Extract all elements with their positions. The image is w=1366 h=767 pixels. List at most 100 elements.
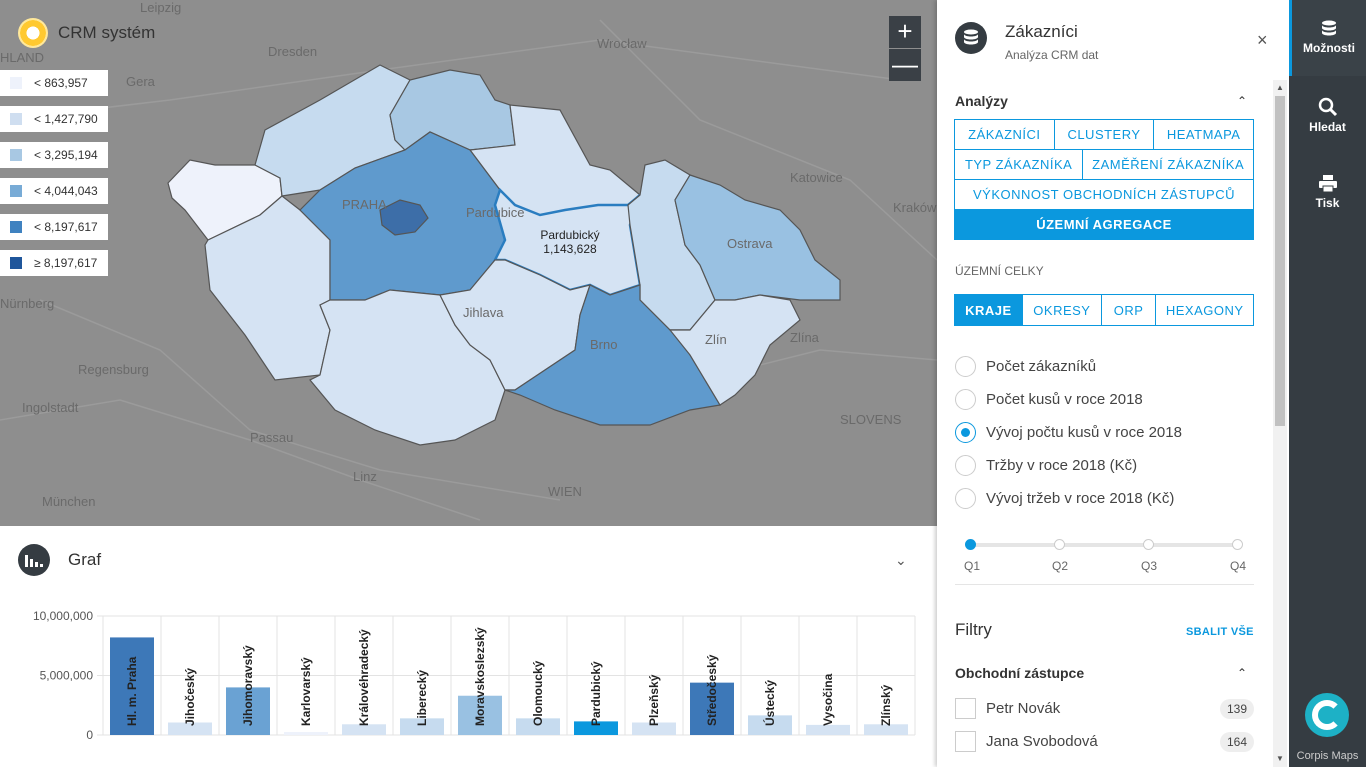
scrollbar-thumb[interactable] — [1275, 96, 1285, 426]
category-label: Moravskoslezský — [473, 627, 487, 726]
map-label: Dresden — [268, 44, 318, 59]
nav-options[interactable]: Možnosti — [1289, 0, 1366, 76]
sales-rep-header[interactable]: Obchodní zástupce — [955, 665, 1085, 681]
bar[interactable] — [458, 695, 502, 735]
region-jihocesky — [309, 289, 506, 446]
map-label: Zlína — [790, 330, 819, 345]
bar[interactable] — [516, 718, 560, 735]
quarter-slider[interactable]: Q1 Q2 Q3 Q4 — [955, 535, 1254, 585]
radio-label: Počet kusů v roce 2018 — [986, 391, 1143, 408]
radio-circle[interactable] — [955, 389, 976, 410]
map-label: Brno — [590, 337, 618, 352]
bar[interactable] — [748, 715, 792, 735]
slider-label: Q1 — [964, 559, 981, 573]
unit-hexagony-button[interactable]: HEXAGONY — [1155, 294, 1254, 326]
printer-icon — [1289, 175, 1366, 196]
panel-scrollbar[interactable]: ▲ ▼ — [1273, 80, 1287, 767]
legend-swatch — [10, 257, 22, 269]
analysis-customer-type-button[interactable]: TYP ZÁKAZNÍKA — [954, 149, 1084, 180]
slider-track[interactable] — [971, 543, 1239, 547]
zoom-out-button[interactable]: — — [889, 49, 921, 81]
analysis-heatmap-button[interactable]: HEATMAPA — [1153, 119, 1255, 150]
slider-step[interactable] — [1143, 539, 1154, 550]
category-label: Pardubický — [589, 661, 603, 726]
bar[interactable] — [806, 724, 850, 735]
checkbox[interactable] — [955, 731, 976, 752]
bar[interactable] — [226, 687, 270, 735]
bar[interactable] — [342, 724, 386, 735]
radio-option[interactable]: Tržby v roce 2018 (Kč) — [955, 449, 1182, 482]
radio-circle[interactable] — [955, 455, 976, 476]
radio-option[interactable]: Počet zákazníků — [955, 350, 1182, 383]
slider-step[interactable] — [1054, 539, 1065, 550]
map-label: Wrocław — [597, 36, 647, 51]
category-label: Královéhradecký — [357, 629, 371, 726]
bar[interactable] — [284, 732, 328, 735]
scroll-up-icon[interactable]: ▲ — [1276, 83, 1284, 92]
category-label: Hl. m. Praha — [125, 656, 139, 726]
bar[interactable] — [400, 718, 444, 735]
nav-search[interactable]: Hledat — [1289, 97, 1366, 134]
radio-option[interactable]: Vývoj počtu kusů v roce 2018 — [955, 416, 1182, 449]
bar[interactable] — [168, 722, 212, 735]
chart-header: Graf — [18, 544, 101, 576]
legend-swatch — [10, 221, 22, 233]
chart-title: Graf — [68, 550, 102, 569]
slider-label: Q2 — [1052, 559, 1069, 573]
close-icon[interactable]: × — [1257, 30, 1268, 50]
category-label: Ústecký — [762, 680, 777, 726]
radio-option[interactable]: Počet kusů v roce 2018 — [955, 383, 1182, 416]
map-view[interactable]: Leipzig Dresden Wrocław Gera Katowice Kr… — [0, 0, 937, 526]
region-tooltip-value: 1,143,628 — [543, 242, 597, 256]
legend-label: < 8,197,617 — [34, 220, 98, 234]
map-label: Kraków — [893, 200, 937, 215]
legend-item: < 3,295,194 — [0, 142, 108, 168]
filter-checkbox-row[interactable]: Jana Svobodová 164 — [955, 731, 1254, 752]
analyses-header[interactable]: Analýzy — [955, 93, 1008, 109]
bar[interactable] — [864, 724, 908, 735]
analysis-sales-reps-button[interactable]: VÝKONNOST OBCHODNÍCH ZÁSTUPCŮ — [954, 179, 1254, 210]
nav-print[interactable]: Tisk — [1289, 175, 1366, 210]
analysis-clusters-button[interactable]: CLUSTERY — [1053, 119, 1155, 150]
radio-circle[interactable] — [955, 356, 976, 377]
radio-circle[interactable] — [955, 488, 976, 509]
collapse-all-link[interactable]: SBALIT VŠE — [1186, 626, 1254, 638]
analysis-territorial-button[interactable]: ÚZEMNÍ AGREGACE — [954, 209, 1254, 240]
slider-handle[interactable] — [965, 539, 976, 550]
bar[interactable] — [690, 682, 734, 735]
analysis-customer-focus-button[interactable]: ZAMĚŘENÍ ZÁKAZNÍKA — [1082, 149, 1254, 180]
unit-kraje-button[interactable]: KRAJE — [954, 294, 1023, 326]
radio-option[interactable]: Vývoj tržeb v roce 2018 (Kč) — [955, 482, 1182, 515]
region-liberecky — [389, 69, 516, 151]
filters-title: Filtry — [955, 620, 992, 639]
corpis-logo-icon — [1305, 693, 1349, 737]
map-canvas[interactable] — [0, 0, 937, 526]
chevron-up-icon[interactable]: ⌃ — [1237, 666, 1248, 680]
map-label: Pardubice — [466, 205, 525, 220]
radio-circle-checked[interactable] — [955, 422, 976, 443]
legend-label: ≥ 8,197,617 — [34, 256, 98, 270]
nav-search-label: Hledat — [1309, 120, 1346, 134]
nav-print-label: Tisk — [1315, 196, 1340, 210]
unit-orp-button[interactable]: ORP — [1100, 294, 1157, 326]
category-label: Karlovarský — [299, 657, 313, 726]
unit-okresy-button[interactable]: OKRESY — [1021, 294, 1102, 326]
category-label: Vysočina — [821, 673, 835, 726]
slider-step[interactable] — [1232, 539, 1243, 550]
map-label: Katowice — [790, 170, 843, 185]
metric-radio-group: Počet zákazníků Počet kusů v roce 2018 V… — [955, 350, 1182, 515]
filter-checkbox-row[interactable]: Petr Novák 139 — [955, 698, 1254, 719]
app-title: CRM systém — [58, 23, 156, 42]
chevron-up-icon[interactable]: ⌃ — [1237, 94, 1248, 108]
chevron-down-icon[interactable]: ⌄ — [895, 552, 907, 568]
zoom-in-button[interactable]: + — [889, 16, 921, 48]
bar[interactable] — [110, 637, 154, 735]
analysis-customers-button[interactable]: ZÁKAZNÍCI — [954, 119, 1055, 150]
checkbox[interactable] — [955, 698, 976, 719]
count-badge: 139 — [1219, 698, 1254, 719]
search-icon — [1289, 97, 1366, 120]
bar[interactable] — [632, 722, 676, 735]
bar[interactable] — [574, 721, 618, 735]
scroll-down-icon[interactable]: ▼ — [1276, 754, 1284, 763]
map-label: Zlín — [705, 332, 727, 347]
